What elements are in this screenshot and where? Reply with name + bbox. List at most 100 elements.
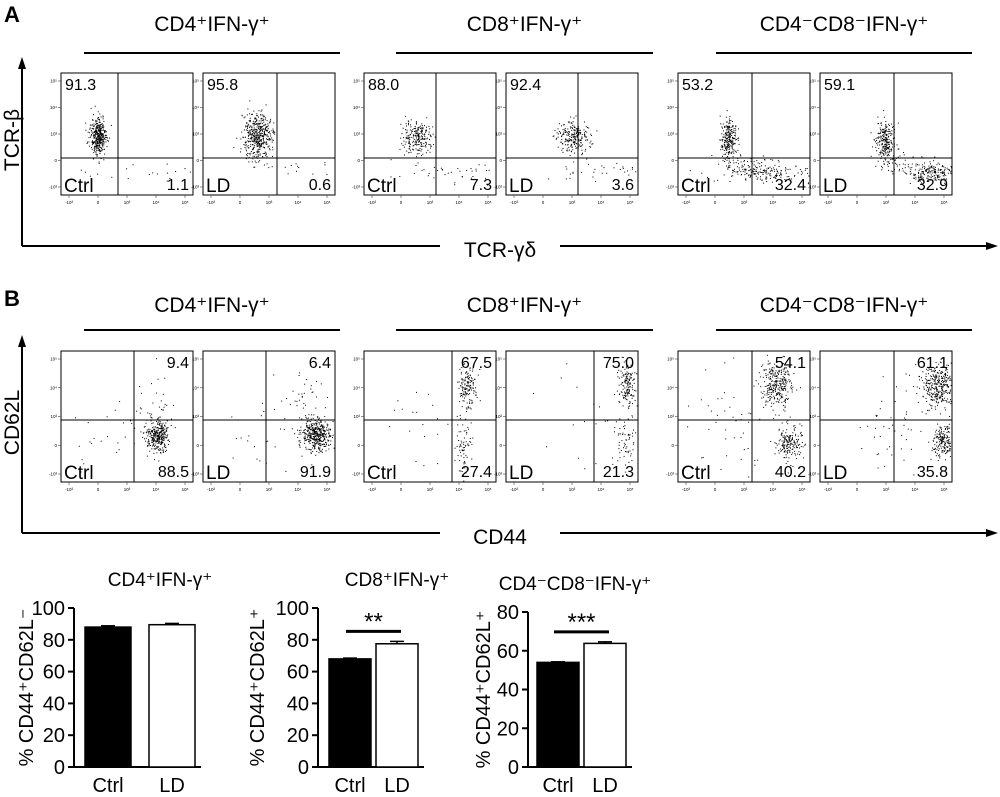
event-dot <box>721 397 723 399</box>
event-dot <box>740 161 742 163</box>
event-dot <box>724 126 725 128</box>
event-dot <box>936 396 938 398</box>
event-dot <box>166 430 168 432</box>
event-dot <box>883 135 885 137</box>
event-dot <box>469 369 471 371</box>
event-dot <box>889 163 890 164</box>
event-dot <box>164 436 166 438</box>
event-dot <box>897 156 899 158</box>
event-dot <box>729 122 731 124</box>
event-dot <box>272 149 274 151</box>
event-dot <box>161 433 163 435</box>
event-dot <box>770 159 772 160</box>
event-dot <box>161 442 162 444</box>
event-dot <box>732 151 734 153</box>
event-dot <box>147 435 149 437</box>
event-dot <box>788 178 790 179</box>
event-dot <box>306 421 308 423</box>
event-dot <box>771 397 773 399</box>
event-dot <box>265 462 267 464</box>
event-dot <box>425 152 427 154</box>
event-dot <box>788 379 790 381</box>
event-dot <box>310 421 312 423</box>
event-dot <box>627 392 629 394</box>
event-dot <box>783 440 785 442</box>
event-dot <box>580 142 582 144</box>
event-dot <box>303 430 305 432</box>
event-dot <box>942 436 944 438</box>
event-dot <box>262 115 264 117</box>
event-dot <box>156 173 158 175</box>
event-dot <box>461 393 462 394</box>
event-dot <box>254 133 255 135</box>
event-dot <box>788 373 790 375</box>
event-dot <box>317 438 319 440</box>
event-dot <box>729 137 731 138</box>
event-dot <box>722 138 724 140</box>
event-dot <box>581 153 583 155</box>
event-dot <box>723 134 725 136</box>
event-dot <box>565 131 567 133</box>
event-dot <box>253 139 255 141</box>
event-dot <box>631 387 633 389</box>
event-dot <box>734 135 736 136</box>
event-dot <box>788 437 789 439</box>
event-dot <box>260 139 262 141</box>
event-dot <box>568 134 570 135</box>
event-dot <box>928 170 930 172</box>
event-dot <box>794 427 796 428</box>
event-dot <box>947 450 949 452</box>
event-dot <box>303 432 305 433</box>
event-dot <box>627 384 629 386</box>
event-dot <box>876 150 878 152</box>
event-dot <box>778 399 780 401</box>
event-dot <box>779 369 781 371</box>
event-dot <box>784 383 786 385</box>
event-dot <box>309 443 311 444</box>
event-dot <box>941 172 943 174</box>
event-dot <box>944 400 946 401</box>
event-dot <box>573 127 575 128</box>
event-dot <box>412 145 414 147</box>
event-dot <box>310 433 312 435</box>
event-dot <box>415 165 417 166</box>
event-dot <box>271 166 273 168</box>
event-dot <box>791 449 793 450</box>
event-dot <box>943 438 945 440</box>
event-dot <box>160 427 162 429</box>
event-dot <box>785 394 787 396</box>
event-dot <box>322 433 324 435</box>
event-dot <box>160 423 162 425</box>
event-dot <box>892 171 894 173</box>
event-dot <box>418 126 420 128</box>
event-dot <box>410 124 411 126</box>
event-dot <box>937 401 939 403</box>
event-dot <box>163 431 165 433</box>
event-dot <box>306 424 308 426</box>
event-dot <box>931 387 933 389</box>
event-dot <box>160 432 161 434</box>
event-dot <box>254 141 256 142</box>
event-dot <box>465 388 467 390</box>
event-dot <box>308 431 310 433</box>
event-dot <box>783 435 785 437</box>
event-dot <box>323 445 325 447</box>
event-dot <box>731 147 733 149</box>
event-dot <box>263 115 265 117</box>
event-dot <box>922 172 924 174</box>
event-dot <box>577 143 579 145</box>
event-dot <box>416 141 418 143</box>
event-dot <box>465 376 467 378</box>
event-dot <box>250 137 252 138</box>
event-dot <box>568 121 570 123</box>
event-dot <box>102 149 104 150</box>
event-dot <box>249 121 251 123</box>
event-dot <box>918 172 920 174</box>
event-dot <box>735 150 737 152</box>
event-dot <box>889 150 890 152</box>
event-dot <box>612 463 614 465</box>
event-dot <box>245 148 247 150</box>
event-dot <box>915 163 917 165</box>
event-dot <box>157 429 159 431</box>
